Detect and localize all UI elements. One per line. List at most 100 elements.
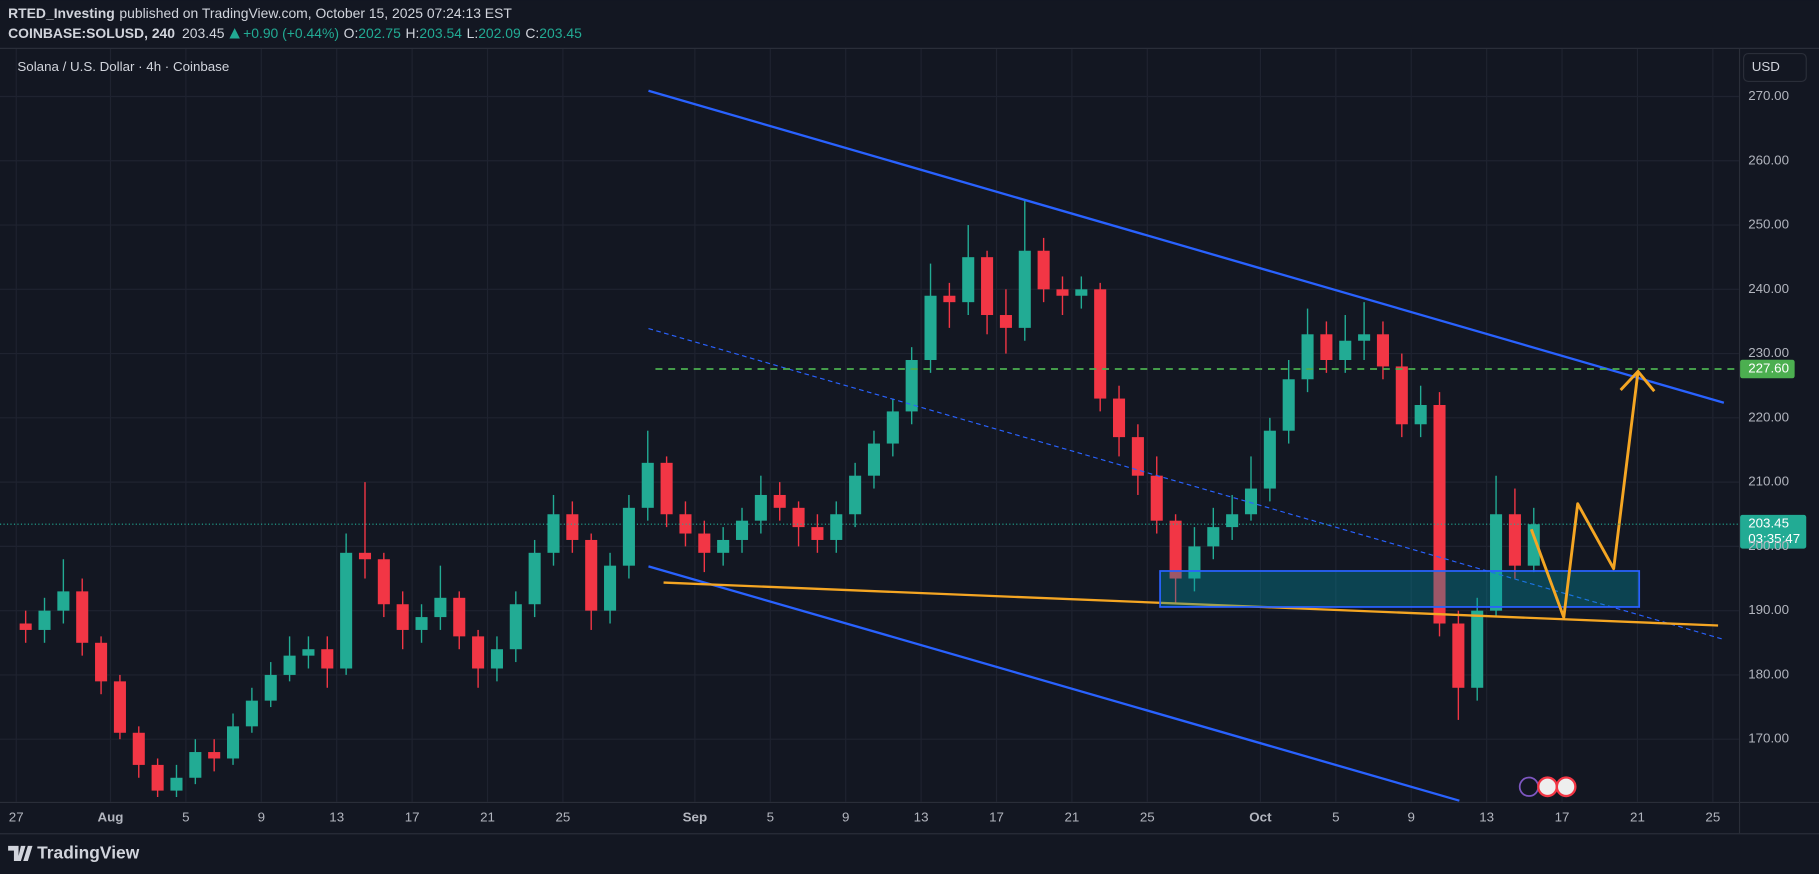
brand-name: TradingView (37, 843, 140, 863)
candle-body (170, 777, 183, 791)
candle-body (453, 597, 466, 637)
candle-body (264, 674, 277, 701)
candle-body (981, 257, 994, 316)
ohlc-value: 203.45 (539, 25, 582, 41)
x-tick-label: 13 (914, 810, 929, 825)
candle-body (1339, 340, 1352, 361)
x-tick-label: 21 (1064, 810, 1079, 825)
candle-body (490, 649, 503, 669)
y-tick-label: 240.00 (1748, 281, 1789, 296)
currency[interactable]: USD (1752, 59, 1780, 74)
change: +0.90 (+0.44%) (243, 25, 339, 41)
candle-body (641, 462, 654, 508)
y-tick-label: 180.00 (1748, 666, 1789, 681)
candle-body (434, 597, 447, 618)
candle-body (622, 507, 635, 566)
event-icon[interactable] (1537, 776, 1558, 798)
target-tag (1740, 359, 1795, 379)
countdown: 03:35:47 (1748, 531, 1800, 546)
candle-body (754, 494, 767, 521)
ohlc: O:202.75 H:203.54 L:202.09 C:203.45 (344, 25, 582, 41)
x-tick-label: 25 (1705, 810, 1720, 825)
published: published on TradingView.com, October 15… (119, 5, 512, 21)
x-tick-label: Oct (1249, 810, 1272, 825)
x-tick-label: 9 (258, 810, 265, 825)
ohlc-value: 202.09 (478, 25, 521, 41)
candle-body (1018, 250, 1031, 328)
candle-body (472, 636, 485, 669)
candle-body (849, 475, 862, 515)
brand: TradingView (8, 843, 140, 863)
candle-body (208, 752, 221, 759)
target-label: 227.60 (1748, 361, 1789, 376)
candle-body (773, 494, 786, 508)
candle-body (340, 552, 353, 669)
drawings (648, 89, 1725, 802)
trend-line (648, 89, 1725, 404)
ohlc-key: O: (344, 25, 359, 41)
candle-body (38, 610, 51, 630)
candle-body (1056, 289, 1069, 296)
header-line: COINBASE:SOLUSD, 240 203.45 +0.90 (+0.44%)… (8, 25, 582, 41)
candle-body (811, 527, 824, 540)
ohlc-key: L: (467, 25, 479, 41)
candle-body (151, 764, 164, 791)
currency-button[interactable] (1743, 53, 1807, 83)
x-tick-label: Sep (683, 810, 707, 825)
x-tick-label: 9 (1408, 810, 1415, 825)
candle-body (95, 642, 108, 682)
x-tick-label: Aug (98, 810, 124, 825)
grid (0, 48, 1739, 802)
y-tick-label: 170.00 (1748, 731, 1789, 746)
ohlc-key: H: (406, 25, 420, 41)
candle-body (113, 681, 126, 733)
x-tick-label: 25 (1140, 810, 1155, 825)
candle-body (886, 411, 899, 444)
author: RTED_Investing (8, 5, 115, 21)
y-tick-label: 210.00 (1748, 474, 1789, 489)
price-tag (1740, 514, 1807, 549)
candle-body (1452, 623, 1465, 688)
x-tick-label: 17 (405, 810, 420, 825)
candle-body (604, 565, 617, 611)
candle-body (1508, 514, 1521, 566)
candle-body (1037, 250, 1050, 290)
candle-body (1376, 334, 1389, 367)
candle-body (943, 295, 956, 303)
up-arrow-icon (229, 28, 240, 39)
candle-body (1395, 366, 1408, 425)
x-tick-label: 17 (989, 810, 1004, 825)
candle-body (1207, 527, 1220, 547)
candle-body (1094, 289, 1107, 399)
candle-body (1075, 289, 1088, 296)
candle-body (735, 520, 749, 540)
candle-body (830, 514, 843, 540)
candle-body (717, 539, 730, 553)
event-icon[interactable] (1555, 776, 1577, 798)
x-tick-label: 5 (767, 810, 774, 825)
x-tick-label: 21 (480, 810, 495, 825)
candle-body (226, 726, 240, 759)
candle-body (1433, 404, 1446, 624)
candle-body (1490, 514, 1503, 611)
candle-body (415, 617, 428, 630)
x-tick-label: 25 (556, 810, 571, 825)
y-tick-label: 230.00 (1748, 345, 1789, 360)
candle-body (76, 591, 89, 643)
candle-body (679, 514, 692, 534)
candle-body (1471, 610, 1484, 688)
ohlc-key: C: (525, 25, 539, 41)
x-tick-label: 5 (1332, 810, 1339, 825)
candle-body (57, 591, 70, 611)
x-tick-label: 13 (1479, 810, 1494, 825)
price-label: 203.45 (1748, 516, 1789, 531)
candle-body (528, 552, 541, 605)
candle-body (19, 623, 32, 630)
y-tick-label: 260.00 (1748, 152, 1789, 167)
x-tick-label: 17 (1555, 810, 1570, 825)
candle-body (547, 514, 560, 553)
x-tick-label: 5 (182, 810, 189, 825)
